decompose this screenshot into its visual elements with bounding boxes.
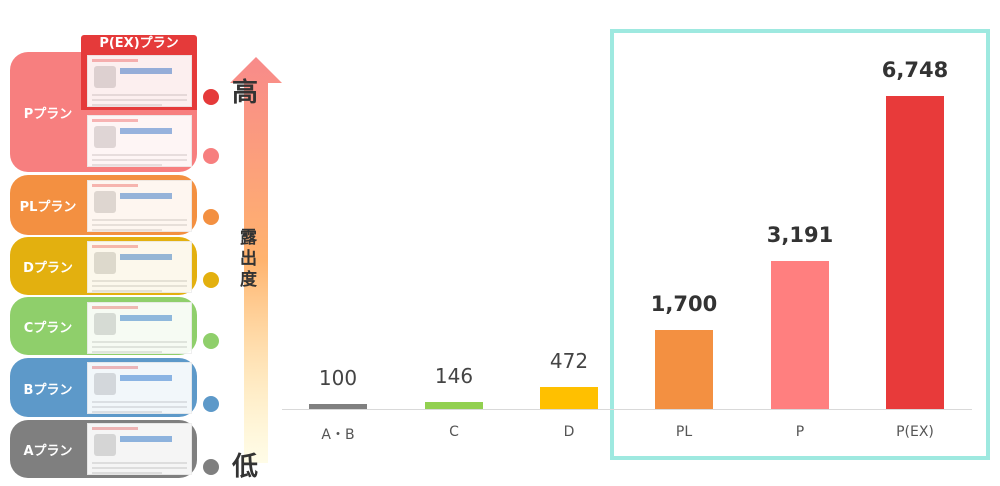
listing-thumbnail bbox=[87, 423, 192, 475]
plan-label: Dプラン bbox=[23, 261, 73, 276]
exposure-arrow-icon bbox=[230, 57, 282, 463]
x-tick-label: D bbox=[563, 424, 575, 440]
ex-plan-label: P(EX)プラン bbox=[99, 36, 179, 51]
axis-label: 露出度 bbox=[240, 228, 257, 290]
x-tick-label: P bbox=[795, 424, 805, 440]
data-label: 1,700 bbox=[650, 292, 718, 317]
bar bbox=[771, 260, 829, 409]
plan-label: Bプラン bbox=[23, 382, 73, 398]
data-label: 100 bbox=[318, 366, 358, 391]
listing-thumbnail bbox=[87, 180, 192, 232]
level-dot bbox=[203, 148, 219, 164]
data-label: 6,748 bbox=[881, 58, 949, 82]
highlight-frame bbox=[610, 29, 990, 460]
axis-high-label: 高 bbox=[232, 78, 259, 108]
axis-low-label: 低 bbox=[232, 452, 259, 482]
bar bbox=[309, 404, 367, 409]
plan-label: Pプラン bbox=[23, 107, 73, 122]
listing-thumbnail bbox=[87, 55, 192, 107]
data-label: 3,191 bbox=[766, 222, 834, 247]
bar bbox=[540, 387, 598, 409]
level-dot bbox=[203, 396, 219, 412]
level-dot bbox=[203, 209, 219, 225]
level-dot bbox=[203, 89, 219, 105]
plan-label: Aプラン bbox=[23, 444, 73, 459]
data-label: 146 bbox=[434, 364, 474, 389]
x-tick-label: PL bbox=[675, 424, 693, 440]
plan-label: Cプラン bbox=[23, 321, 73, 336]
chart-baseline bbox=[282, 409, 972, 410]
plan-label: PLプラン bbox=[19, 200, 77, 215]
bar bbox=[425, 402, 483, 409]
listing-thumbnail bbox=[87, 115, 192, 167]
level-dot bbox=[203, 333, 219, 349]
x-tick-label: C bbox=[449, 424, 459, 440]
bar bbox=[886, 96, 944, 409]
listing-thumbnail bbox=[87, 302, 192, 354]
listing-thumbnail bbox=[87, 362, 192, 414]
level-dot bbox=[203, 459, 219, 475]
data-label: 472 bbox=[549, 349, 589, 374]
listing-thumbnail bbox=[87, 241, 192, 293]
x-tick-label: P(EX) bbox=[896, 424, 934, 440]
level-dot bbox=[203, 272, 219, 288]
x-tick-label: A・B bbox=[321, 427, 355, 443]
bar bbox=[655, 330, 713, 409]
